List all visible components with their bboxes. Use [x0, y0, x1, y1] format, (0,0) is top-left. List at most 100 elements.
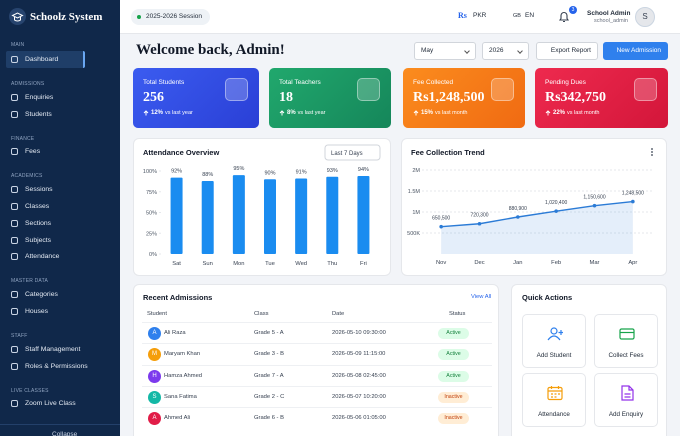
menu-dot	[651, 148, 653, 150]
nav-icon	[11, 93, 18, 101]
nav-section-title: LIVE CLASSES	[11, 387, 49, 394]
nav-item[interactable]: Classes	[0, 198, 120, 215]
value-label: 91%	[296, 169, 307, 175]
nav-icon	[11, 308, 18, 316]
stat-icon	[225, 78, 248, 101]
nav-section: STAFF Staff Management Roles & Permissions	[0, 320, 120, 375]
stat-change-note: vs last year	[165, 110, 193, 116]
y-tick-label: 500K	[407, 231, 420, 237]
export-button[interactable]: Export Report	[536, 42, 598, 60]
value-label: 92%	[171, 169, 182, 175]
panel-title: Attendance Overview	[143, 148, 219, 157]
bar	[232, 175, 245, 254]
bell-icon[interactable]	[558, 11, 570, 24]
logo-icon	[11, 12, 24, 22]
nav-item[interactable]: Attendance	[0, 249, 120, 266]
nav-section: FINANCE Fees	[0, 123, 120, 161]
x-tick-label: Sun	[203, 261, 213, 267]
action-icon	[547, 327, 563, 341]
nav-section-title: ACADEMICS	[11, 173, 43, 180]
quick-action[interactable]: Collect Fees	[594, 314, 658, 368]
nav-section: ADMISSIONS Enquiries Students	[0, 68, 120, 123]
language[interactable]: EN	[525, 12, 535, 19]
quick-action[interactable]: Add Enquiry	[594, 373, 658, 427]
student-name: Hamza Ahmed	[164, 372, 203, 379]
stat-change-value: 15%	[421, 110, 434, 116]
nav-item[interactable]: Sessions	[0, 181, 120, 198]
nav-icon	[11, 110, 18, 118]
nav-item[interactable]: Categories	[0, 286, 120, 303]
nav-section-title: STAFF	[11, 332, 28, 339]
value-label: 1,020,400	[545, 200, 567, 206]
area	[441, 201, 633, 254]
x-tick-label: Wed	[295, 261, 307, 267]
stat-icon	[491, 78, 514, 101]
quick-actions-panel: Quick Actions Add Student Collect Fees Att…	[511, 284, 667, 436]
year-select[interactable]: 2026	[482, 42, 529, 60]
bar	[264, 179, 276, 254]
nav-label: Roles & Permissions	[25, 362, 88, 370]
new-admission-button[interactable]: New Admission	[603, 42, 668, 60]
up-arrow	[143, 110, 149, 116]
nav-item[interactable]: Staff Management	[0, 341, 120, 358]
nav-item[interactable]: Houses	[0, 303, 120, 320]
value-label: 95%	[233, 166, 244, 172]
avatar[interactable]: S	[635, 7, 655, 27]
action-icon	[621, 385, 634, 401]
menu-dot	[651, 151, 653, 153]
nav-item[interactable]: Enquiries	[0, 89, 120, 106]
stat-change-value: 12%	[151, 110, 164, 116]
nav-item[interactable]: Fees	[0, 144, 120, 161]
sidebar: Schoolz System MAIN Dashboard ADMISSIONS En…	[0, 0, 120, 436]
line	[441, 200, 633, 228]
nav-item[interactable]: Dashboard	[6, 51, 85, 68]
up-arrow	[545, 110, 551, 116]
user-name: School Admin	[587, 10, 631, 17]
language-flag: GB	[513, 13, 521, 19]
quick-action[interactable]: Add Student	[522, 314, 586, 368]
action-label: Add Enquiry	[608, 411, 644, 418]
x-tick-label: Mar	[590, 260, 600, 266]
avatar: M	[148, 348, 161, 362]
stat-change-note: vs last month	[567, 110, 600, 116]
class: Grade 2 - C	[254, 393, 285, 400]
stat-value: Rs342,750	[545, 90, 607, 105]
x-tick-label: Dec	[474, 260, 484, 266]
user-handle: school_admin	[594, 18, 628, 24]
nav-item[interactable]: Subjects	[0, 232, 120, 249]
stat-icon	[634, 78, 657, 101]
collapse-button[interactable]: Collapse	[0, 424, 120, 436]
nav-item[interactable]: Students	[0, 106, 120, 123]
value-label: 720,300	[470, 213, 488, 219]
stat-title: Pending Dues	[545, 79, 586, 86]
quick-action[interactable]: Attendance	[522, 373, 586, 427]
nav-item[interactable]: Roles & Permissions	[0, 358, 120, 375]
stat-card: Pending Dues Rs342,750 22% vs last month	[535, 68, 668, 128]
view-all-link[interactable]: View All	[471, 294, 492, 300]
class: Grade 5 - A	[254, 330, 284, 336]
nav-label: Staff Management	[25, 345, 81, 353]
value-label: 93%	[327, 168, 338, 174]
stat-title: Total Students	[143, 79, 185, 86]
student-name: Maryam Khan	[164, 351, 201, 358]
x-tick-label: Jan	[513, 260, 522, 266]
nav-label: Attendance	[25, 253, 60, 261]
month-select[interactable]: May	[414, 42, 476, 60]
nav-label: Dashboard	[25, 56, 59, 63]
value-label: 90%	[264, 170, 275, 176]
nav-item[interactable]: Sections	[0, 215, 120, 232]
session-pill[interactable]: 2025-2026 Session	[131, 9, 211, 25]
stat-value: Rs1,248,500	[413, 90, 485, 105]
value-label: 1,248,500	[622, 191, 644, 197]
panel-title: Quick Actions	[522, 293, 573, 302]
nav-item[interactable]: Zoom Live Class	[0, 396, 120, 413]
action-label: Attendance	[538, 411, 570, 418]
recent-admissions-panel: Recent Admissions View All Student Class D…	[133, 284, 499, 436]
status-badge: Active	[438, 349, 469, 361]
notification-badge: 3	[569, 6, 577, 14]
stat-change: 8% vs last year	[279, 110, 391, 116]
currency[interactable]: PKR	[473, 12, 487, 19]
point	[477, 221, 482, 226]
